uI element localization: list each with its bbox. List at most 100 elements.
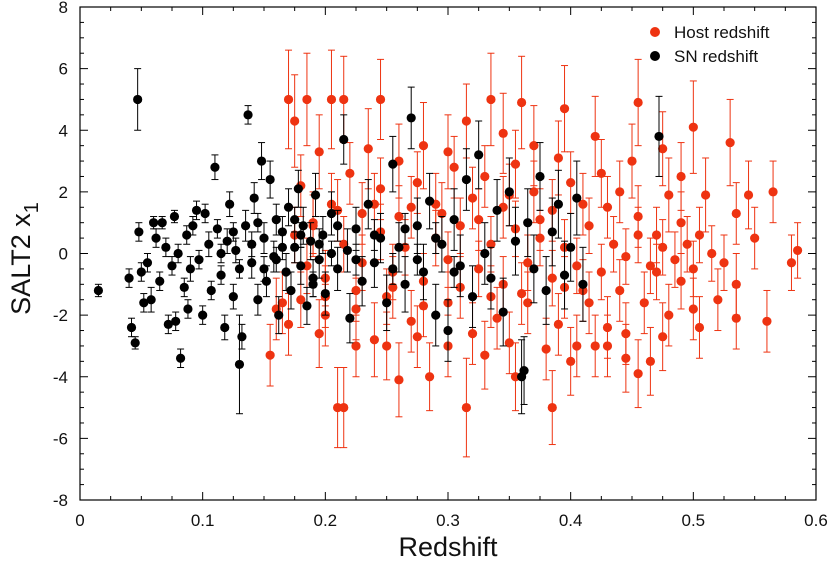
- host-redshift-point: [443, 147, 453, 157]
- sn-redshift-point: [461, 174, 471, 185]
- sn-redshift-point: [274, 310, 284, 320]
- host-redshift-point: [467, 329, 478, 339]
- sn-redshift-point: [519, 365, 529, 376]
- sn-redshift-point: [400, 279, 410, 289]
- host-redshift-point: [480, 171, 490, 182]
- sn-redshift-point: [231, 245, 241, 256]
- host-redshift-point: [566, 356, 576, 366]
- host-redshift-point: [731, 313, 741, 323]
- host-redshift-point: [731, 208, 741, 219]
- sn-redshift-point: [182, 230, 192, 240]
- host-redshift-point: [455, 221, 465, 231]
- host-redshift-point: [541, 344, 551, 354]
- sn-redshift-point: [220, 322, 230, 333]
- host-redshift-point: [633, 230, 643, 240]
- sn-redshift-point: [523, 218, 533, 228]
- sn-redshift-point: [474, 150, 484, 160]
- y-tick-label: 0: [59, 245, 68, 264]
- host-redshift-point: [762, 316, 772, 326]
- sn-redshift-point: [277, 227, 287, 237]
- host-redshift-point: [615, 187, 625, 197]
- sn-redshift-point: [234, 264, 245, 274]
- sn-redshift-point: [216, 248, 226, 259]
- host-redshift-point: [517, 288, 527, 299]
- sn-redshift-point: [455, 261, 465, 271]
- host-redshift-point: [694, 230, 705, 240]
- sn-redshift-point: [198, 310, 208, 320]
- sn-redshift-point: [510, 236, 521, 246]
- host-redshift-point: [547, 273, 557, 283]
- host-redshift-point: [547, 402, 557, 413]
- host-redshift-point: [553, 153, 564, 163]
- sn-redshift-point: [142, 258, 153, 268]
- host-redshift-point: [394, 211, 404, 222]
- sn-redshift-point: [124, 273, 134, 283]
- host-redshift-point: [639, 298, 649, 308]
- host-redshift-point: [510, 159, 521, 169]
- host-redshift-point: [418, 301, 429, 311]
- host-redshift-point: [467, 193, 478, 203]
- sn-redshift-point: [253, 218, 263, 228]
- host-redshift-point: [584, 298, 594, 308]
- sn-redshift-point: [136, 267, 146, 277]
- sn-redshift-point: [293, 184, 303, 194]
- host-redshift-point: [461, 402, 471, 413]
- host-redshift-point: [645, 261, 656, 271]
- sn-redshift-point: [351, 224, 361, 234]
- sn-redshift-point: [249, 193, 259, 203]
- host-redshift-point: [517, 97, 527, 108]
- sn-redshift-point: [169, 211, 180, 222]
- sn-redshift-point: [271, 255, 281, 265]
- sn-redshift-point: [363, 199, 373, 209]
- host-redshift-point: [375, 94, 386, 105]
- sn-redshift-point: [243, 110, 253, 120]
- host-redshift-point: [443, 255, 453, 265]
- sn-redshift-point: [388, 159, 398, 169]
- sn-redshift-point: [210, 162, 220, 172]
- sn-redshift-point: [486, 273, 496, 283]
- sn-redshift-point: [222, 236, 232, 246]
- host-redshift-point: [553, 319, 564, 329]
- host-redshift-point: [535, 215, 545, 225]
- svg-text:SALT2 x1: SALT2 x1: [6, 202, 43, 315]
- sn-redshift-point: [225, 199, 235, 209]
- sn-redshift-point: [547, 227, 557, 237]
- sn-redshift-point: [578, 279, 588, 289]
- host-redshift-point: [651, 230, 662, 240]
- sn-redshift-point: [134, 227, 144, 237]
- host-redshift-point: [578, 199, 588, 209]
- host-redshift-point: [676, 218, 686, 228]
- sn-redshift-point: [449, 267, 459, 277]
- sn-redshift-point: [467, 292, 478, 302]
- host-redshift-point: [406, 316, 416, 326]
- host-redshift-point: [670, 255, 680, 265]
- sn-redshift-point: [241, 221, 251, 231]
- x-tick-label: 0.3: [436, 511, 460, 530]
- sn-redshift-point: [431, 310, 441, 320]
- sn-redshift-point: [553, 199, 564, 209]
- host-redshift-point: [688, 264, 698, 274]
- y-tick-label: 6: [59, 60, 68, 79]
- sn-redshift-point: [306, 236, 316, 246]
- host-redshift-point: [425, 372, 435, 382]
- host-redshift-point: [664, 190, 674, 200]
- host-redshift-point: [523, 258, 533, 268]
- sn-redshift-point: [406, 113, 416, 123]
- sn-redshift-point: [290, 215, 300, 225]
- sn-redshift-point: [183, 304, 193, 314]
- host-redshift-point: [412, 178, 422, 188]
- y-tick-label: -2: [53, 306, 68, 325]
- legend-label: Host redshift: [674, 23, 770, 42]
- sn-redshift-point: [161, 242, 171, 252]
- host-redshift-point: [590, 341, 600, 351]
- sn-redshift-point: [290, 242, 300, 252]
- host-redshift-point: [394, 375, 404, 385]
- sn-redshift-point: [333, 264, 343, 274]
- sn-redshift-point: [559, 270, 570, 280]
- host-redshift-point: [621, 251, 631, 262]
- sn-redshift-point: [566, 242, 576, 252]
- sn-redshift-point: [139, 298, 149, 308]
- host-redshift-point: [768, 187, 778, 197]
- sn-redshift-point: [163, 319, 173, 329]
- host-redshift-series: [265, 49, 803, 458]
